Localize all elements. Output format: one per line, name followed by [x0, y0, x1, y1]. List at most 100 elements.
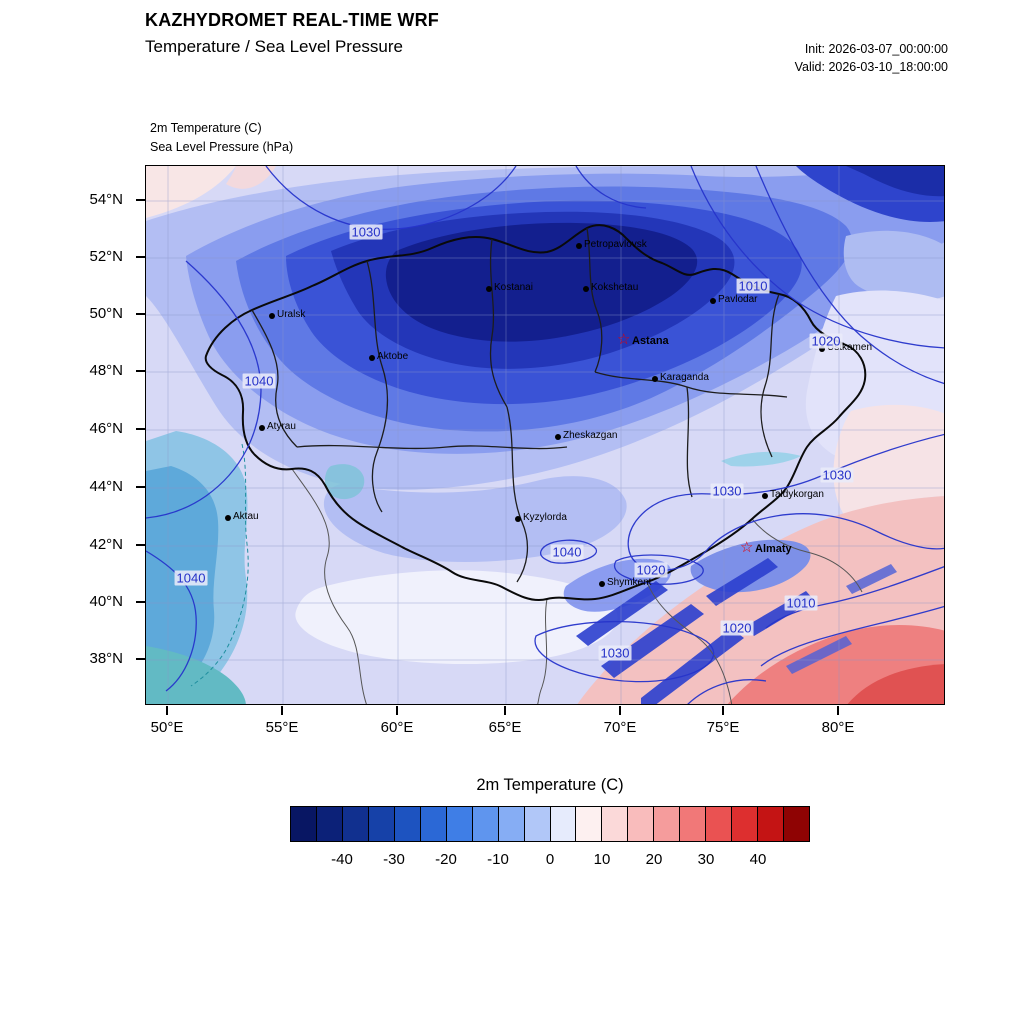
- city-dot-icon: [259, 425, 265, 431]
- city-label: Karaganda: [660, 372, 709, 383]
- colorbar-cell: [602, 807, 629, 841]
- city-label: Uralsk: [277, 309, 306, 320]
- pressure-contour-label: 1020: [720, 620, 754, 636]
- colorbar-cell: [342, 807, 369, 841]
- lat-tick-label: 54°N: [89, 191, 123, 208]
- city-dot-icon: [710, 298, 716, 304]
- lat-tick-label: 48°N: [89, 362, 123, 379]
- lon-tick-mark: [619, 706, 621, 715]
- city-dot-icon: [269, 313, 275, 319]
- lon-tick-label: 65°E: [488, 719, 522, 736]
- colorbar-cell: [784, 807, 810, 841]
- colorbar-cell: [472, 807, 499, 841]
- lat-tick-mark: [136, 370, 145, 372]
- city-label: Kostanai: [494, 282, 533, 293]
- lat-tick-label: 50°N: [89, 305, 123, 322]
- colorbar-cell: [291, 807, 317, 841]
- colorbar-cell: [316, 807, 343, 841]
- city-dot-icon: [369, 355, 375, 361]
- colorbar-cell: [732, 807, 759, 841]
- colorbar-cell: [758, 807, 785, 841]
- lat-tick-mark: [136, 544, 145, 546]
- capital-star-icon: ☆: [617, 331, 631, 348]
- city-label: Pavlodar: [718, 294, 758, 305]
- colorbar-tick-label: 10: [593, 851, 611, 868]
- colorbar-cell: [394, 807, 421, 841]
- lon-tick-label: 75°E: [706, 719, 740, 736]
- lon-tick-mark: [166, 706, 168, 715]
- colorbar-cell: [706, 807, 733, 841]
- city-dot-icon: [555, 434, 561, 440]
- lon-tick-label: 80°E: [821, 719, 855, 736]
- colorbar-title: 2m Temperature (C): [476, 776, 624, 794]
- city-label: Zheskazgan: [563, 430, 618, 441]
- city-label: Ustkamen: [827, 342, 873, 353]
- lat-tick-label: 52°N: [89, 248, 123, 265]
- pressure-contour-label: 1040: [242, 373, 276, 389]
- lon-tick-mark: [281, 706, 283, 715]
- lon-tick-mark: [722, 706, 724, 715]
- lat-tick-mark: [136, 199, 145, 201]
- city-dot-icon: [225, 515, 231, 521]
- lat-tick-label: 44°N: [89, 478, 123, 495]
- lon-tick-mark: [504, 706, 506, 715]
- lat-tick-mark: [136, 486, 145, 488]
- colorbar-cell: [550, 807, 577, 841]
- latitude-axis: 54°N 52°N 50°N 48°N 46°N 44°N 42°N 40°N 38°N: [0, 165, 145, 705]
- city-dot-icon: [762, 493, 768, 499]
- colorbar-tick-label: 40: [749, 851, 767, 868]
- colorbar-cell: [446, 807, 473, 841]
- map-area: Petropavlovsk Kostanai Kokshetau Pavlodar Ur…: [146, 166, 944, 704]
- colorbar-cell: [654, 807, 681, 841]
- lon-tick-mark: [837, 706, 839, 715]
- pressure-contour-label: 1030: [349, 224, 383, 240]
- map-graphic: [146, 166, 944, 704]
- lat-tick-mark: [136, 658, 145, 660]
- colorbar-cell: [368, 807, 395, 841]
- lat-tick-label: 46°N: [89, 420, 123, 437]
- valid-time: Valid: 2026-03-10_18:00:00: [794, 60, 948, 75]
- lat-tick-label: 40°N: [89, 593, 123, 610]
- map-frame: Petropavlovsk Kostanai Kokshetau Pavlodar Ur…: [145, 165, 945, 705]
- colorbar-tick-label: -30: [383, 851, 405, 868]
- city-dot-icon: [576, 243, 582, 249]
- colorbar-cell: [498, 807, 525, 841]
- lon-tick-label: 50°E: [150, 719, 184, 736]
- city-label: Taldykorgan: [770, 489, 824, 500]
- city-label: Petropavlovsk: [584, 239, 647, 250]
- city-label: Almaty: [755, 543, 792, 555]
- city-label: Astana: [632, 335, 669, 347]
- pressure-contour-label: 1040: [550, 544, 584, 560]
- city-label: Kokshetau: [591, 282, 639, 293]
- colorbar-tick-label: -20: [435, 851, 457, 868]
- city-dot-icon: [515, 516, 521, 522]
- city-label: Kyzylorda: [523, 512, 567, 523]
- colorbar: [290, 806, 810, 842]
- pressure-contour-label: 1020: [634, 562, 668, 578]
- city-dot-icon: [583, 286, 589, 292]
- colorbar-cell: [420, 807, 447, 841]
- lat-tick-label: 42°N: [89, 536, 123, 553]
- layer-label-temperature: 2m Temperature (C): [150, 121, 262, 135]
- colorbar-ticks: -40 -30 -20 -10 0 10 20 30 40: [290, 851, 810, 871]
- pressure-contour-label: 1010: [736, 278, 770, 294]
- init-time: Init: 2026-03-07_00:00:00: [804, 42, 948, 56]
- pressure-contour-label: 1010: [784, 595, 818, 611]
- colorbar-tick-label: -10: [487, 851, 509, 868]
- city-label: Aktau: [233, 511, 259, 522]
- pressure-contour-label: 1040: [174, 570, 208, 586]
- page-title: KAZHYDROMET REAL-TIME WRF: [145, 10, 439, 30]
- lat-tick-mark: [136, 601, 145, 603]
- pressure-contour-label: 1030: [710, 483, 744, 499]
- city-dot-icon: [652, 376, 658, 382]
- run-times: Init: 2026-03-07_00:00:00 Valid: 2026-03…: [795, 40, 948, 76]
- pressure-contour-label: 1030: [598, 645, 632, 661]
- lat-tick-mark: [136, 428, 145, 430]
- lon-tick-label: 55°E: [265, 719, 299, 736]
- colorbar-cell: [628, 807, 655, 841]
- lon-tick-label: 60°E: [380, 719, 414, 736]
- capital-star-icon: ☆: [740, 539, 754, 556]
- colorbar-tick-label: 30: [697, 851, 715, 868]
- colorbar-cell: [680, 807, 707, 841]
